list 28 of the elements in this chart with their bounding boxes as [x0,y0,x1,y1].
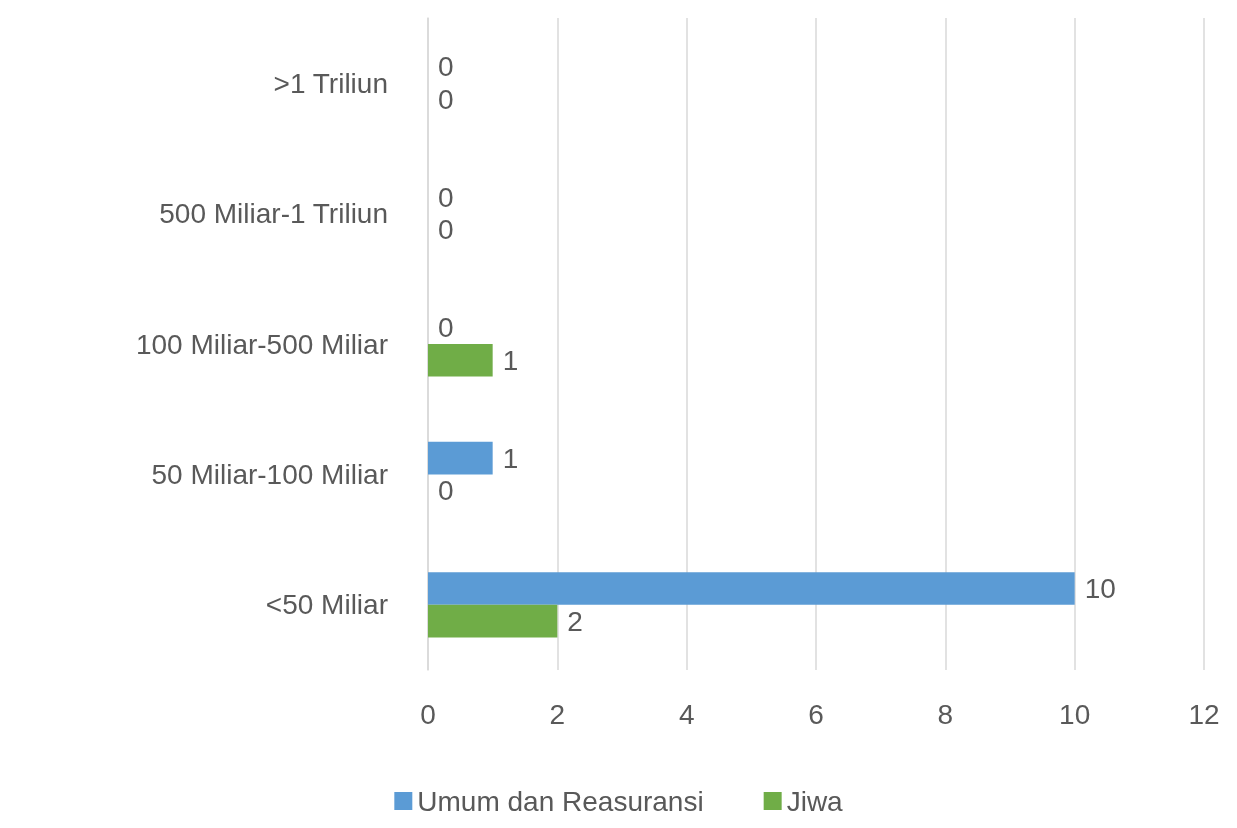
bar [428,572,1075,605]
data-label: 2 [567,605,583,637]
bar [428,604,558,638]
legend-label: Jiwa [786,785,844,817]
x-tick-label: 8 [937,698,954,730]
x-tick-label: 6 [808,698,824,730]
data-label: 10 [1084,573,1116,604]
y-tick-label: 500 Miliar-1 Triliun [159,198,388,230]
x-tick-label: 4 [678,698,695,730]
data-label: 1 [502,344,519,376]
y-tick-label: >1 Triliun [273,67,388,99]
x-tick-label: 12 [1188,698,1220,730]
data-label: 0 [438,181,454,213]
x-tick-label: 2 [549,698,566,730]
data-label: 0 [438,214,454,246]
bar [428,441,493,475]
data-label: 0 [438,312,454,344]
legend-label: Umum dan Reasuransi [417,785,704,817]
data-label: 0 [438,84,454,115]
data-label: 1 [502,442,519,474]
bar [428,344,493,377]
y-tick-label: 100 Miliar-500 Miliar [135,328,388,360]
data-label: 0 [438,51,454,83]
x-tick-label: 10 [1059,698,1091,730]
data-label: 0 [438,475,454,507]
x-tick-label: 0 [420,698,436,730]
y-tick-label: <50 Miliar [265,589,388,621]
y-tick-label: 50 Miliar-100 Miliar [151,458,388,490]
